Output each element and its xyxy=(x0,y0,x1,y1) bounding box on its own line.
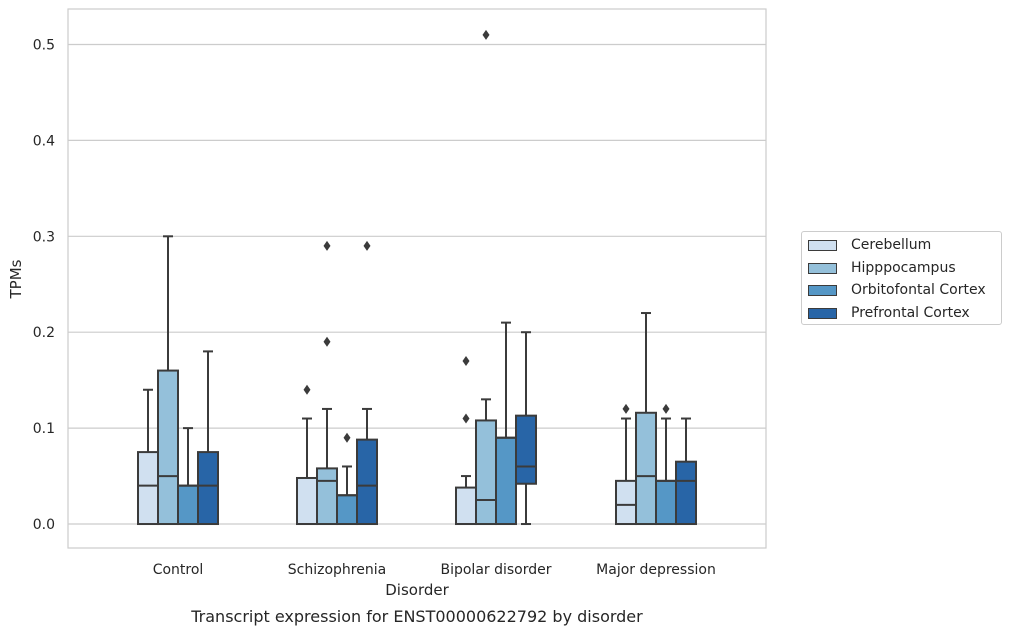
box xyxy=(635,411,657,526)
legend-item-orbitofrontal-cortex: Orbitofontal Cortex xyxy=(808,279,986,301)
y-tick-label: 0.2 xyxy=(33,325,55,341)
outlier-point xyxy=(303,384,311,395)
box xyxy=(356,438,378,526)
x-tick-label: Bipolar disorder xyxy=(440,562,551,578)
box xyxy=(137,451,159,526)
legend-label: Hipppocampus xyxy=(851,260,956,276)
box-3-1 xyxy=(635,312,657,526)
legend-item-prefrontal-cortex: Prefrontal Cortex xyxy=(808,302,970,324)
y-tick-label: 0.3 xyxy=(33,229,55,245)
legend-swatch xyxy=(808,239,837,251)
y-tick-labels: 0.0 0.1 0.2 0.3 0.4 0.5 xyxy=(33,37,55,533)
x-tick-label: Major depression xyxy=(596,562,716,578)
outlier-point xyxy=(462,355,470,366)
box-2-1 xyxy=(475,29,497,526)
y-axis-label: TPMs xyxy=(7,259,25,299)
box xyxy=(336,494,358,526)
legend-swatch xyxy=(808,284,837,296)
x-axis-label: Disorder xyxy=(385,581,449,599)
legend-item-cerebellum: Cerebellum xyxy=(808,234,931,256)
box-0-3 xyxy=(197,350,219,526)
legend-label: Prefrontal Cortex xyxy=(851,305,970,321)
box-2-3 xyxy=(515,331,537,526)
outlier-point xyxy=(622,403,630,414)
outlier-point xyxy=(482,29,490,40)
box-1-0 xyxy=(296,384,318,526)
outlier-point xyxy=(343,432,351,443)
box xyxy=(475,419,497,526)
box-0-2 xyxy=(177,427,199,526)
y-tick-label: 0.1 xyxy=(33,421,55,437)
legend-label: Orbitofontal Cortex xyxy=(851,282,986,298)
legend-label: Cerebellum xyxy=(851,237,932,253)
y-tick-label: 0.4 xyxy=(33,133,55,149)
box xyxy=(296,476,318,526)
legend-item-hippocampus: Hipppocampus xyxy=(808,257,956,279)
y-tick-label: 0.5 xyxy=(33,37,55,53)
outlier-point xyxy=(323,336,331,347)
box-1-3 xyxy=(356,240,378,526)
box-0-1 xyxy=(157,235,179,526)
box-2-0 xyxy=(455,355,477,526)
y-tick-label: 0.0 xyxy=(33,517,55,533)
legend-swatch xyxy=(808,307,837,319)
box xyxy=(515,414,537,485)
outlier-point xyxy=(323,240,331,251)
plot-frame xyxy=(67,8,767,549)
box-2-2 xyxy=(495,321,517,526)
box xyxy=(316,467,338,526)
box-1-2 xyxy=(336,432,358,526)
box xyxy=(655,479,677,526)
x-tick-label: Schizophrenia xyxy=(288,562,386,578)
box xyxy=(495,436,517,526)
x-tick-labels: Control Schizophrenia Bipolar disorder Majo… xyxy=(153,562,716,578)
box-3-3 xyxy=(675,417,697,526)
box xyxy=(157,369,179,526)
x-tick-label: Control xyxy=(153,562,204,578)
chart-caption: Transcript expression for ENST0000062279… xyxy=(190,607,643,626)
box-1-1 xyxy=(316,240,338,526)
legend-swatch xyxy=(808,262,837,274)
legend: Cerebellum Hipppocampus Orbitofontal Cor… xyxy=(801,231,1002,325)
outlier-point xyxy=(462,413,470,424)
box-plots xyxy=(137,29,697,526)
box xyxy=(455,486,477,526)
box-0-0 xyxy=(137,388,159,526)
box-3-0 xyxy=(615,403,637,526)
box xyxy=(675,460,697,526)
outlier-point xyxy=(363,240,371,251)
box xyxy=(177,484,199,526)
box xyxy=(197,451,219,526)
box xyxy=(615,479,637,526)
outlier-point xyxy=(662,403,670,414)
box-3-2 xyxy=(655,403,677,526)
